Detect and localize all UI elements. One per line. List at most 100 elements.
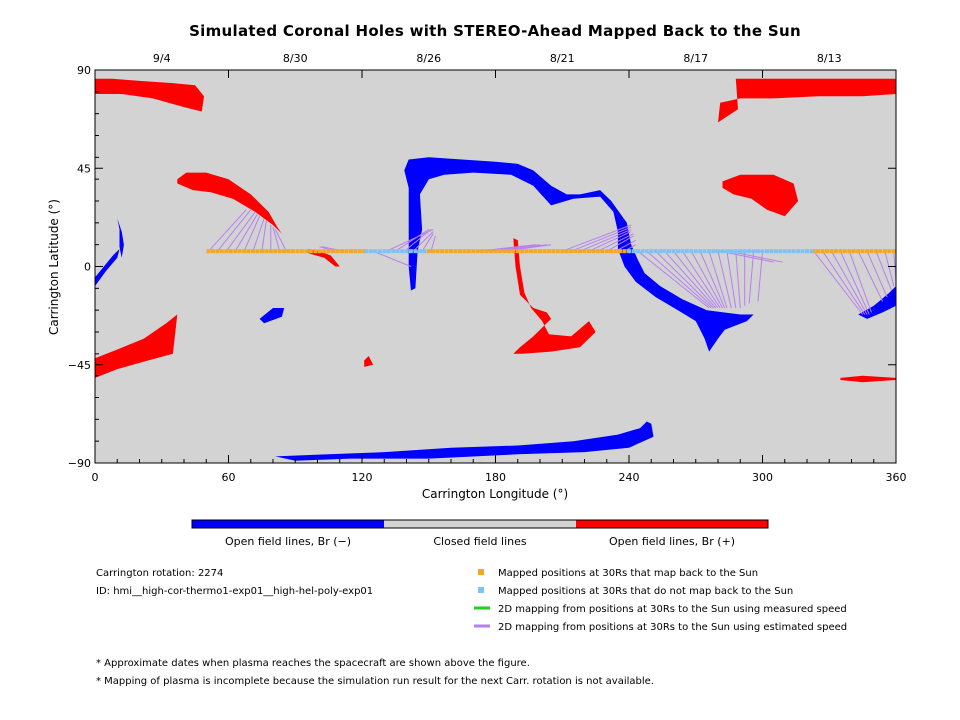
mapped-point-27: [322, 249, 327, 254]
mapping-line-57: [875, 251, 893, 291]
mapping-line-2: [217, 209, 252, 252]
mapped-point-23: [304, 249, 309, 254]
unmapped-point-146: [765, 249, 769, 254]
unmapped-point-127: [680, 249, 685, 254]
mapped-point-76: [600, 249, 605, 254]
mapping-line-38: [690, 250, 723, 309]
mapped-point-26: [317, 249, 322, 254]
mapped-point-34: [353, 249, 358, 254]
mapped-point-71: [578, 249, 582, 254]
mapped-point-14: [264, 249, 269, 254]
legend-label-measured: 2D mapping from positions at 30Rs to the…: [498, 604, 847, 615]
mapped-point-78: [609, 249, 614, 254]
unmapped-point-125: [671, 249, 676, 254]
coronal-hole-positive-7: [840, 375, 896, 383]
unmapped-point-126: [675, 249, 680, 254]
legend-marker-not-mapped: [478, 587, 484, 593]
mapped-point-63: [542, 249, 547, 254]
mapped-point-13: [259, 249, 264, 254]
y-tick-label--90: −90: [68, 457, 91, 470]
unmapped-point-145: [760, 249, 765, 254]
mapped-point-35: [357, 249, 362, 254]
mapped-point-98: [882, 249, 887, 254]
unmapped-point-103: [373, 249, 378, 254]
y-tick-label-45: 45: [77, 162, 91, 175]
mapping-line-25: [570, 226, 632, 252]
legend-label-estimated: 2D mapping from positions at 30Rs to the…: [498, 622, 847, 633]
mapping-line-33: [646, 250, 712, 309]
mapping-line-48: [720, 250, 774, 263]
mapped-point-66: [555, 249, 560, 254]
mapped-point-95: [869, 249, 874, 254]
mapping-line-37: [681, 250, 721, 309]
unmapped-point-118: [640, 249, 645, 254]
unmapped-point-142: [747, 249, 752, 254]
mapping-line-4: [234, 213, 258, 252]
unmapped-point-116: [631, 249, 636, 254]
unmapped-point-156: [809, 249, 814, 254]
mapped-point-5: [224, 249, 229, 254]
mapped-point-68: [564, 249, 569, 254]
carrington-rotation-text: Carrington rotation: 2274: [96, 568, 223, 579]
unmapped-point-113: [417, 249, 422, 254]
unmapped-point-114: [422, 249, 427, 254]
unmapped-point-154: [800, 249, 805, 254]
y-axis-ticks: −90 −45 0 45 90: [68, 64, 896, 470]
mapped-point-87: [833, 249, 838, 254]
y-tick-label-90: 90: [77, 64, 91, 77]
mapping-line-32: [637, 250, 710, 309]
unmapped-point-107: [391, 249, 396, 254]
mapping-line-16: [421, 233, 434, 252]
mapped-point-7: [233, 249, 238, 254]
mapping-line-40: [708, 251, 728, 309]
y-tick-label-0: 0: [84, 261, 91, 274]
coronal-hole-positive-2: [718, 78, 896, 123]
mapped-point-50: [484, 249, 489, 254]
coronal-hole-negative-11: [275, 421, 654, 461]
mapped-point-56: [511, 249, 516, 254]
mapped-point-40: [440, 249, 445, 254]
mapping-line-50: [813, 250, 863, 315]
mapped-point-49: [480, 249, 485, 254]
unmapped-point-152: [791, 249, 796, 254]
x-tick-label-60: 60: [222, 471, 236, 484]
mapping-line-42: [726, 251, 737, 309]
footnote-dates: * Approximate dates when plasma reaches …: [96, 658, 530, 669]
mapped-point-72: [582, 249, 587, 254]
unmapped-point-104: [377, 249, 382, 254]
unmapped-point-120: [649, 249, 654, 254]
unmapped-point-101: [364, 249, 369, 254]
mapping-line-19: [386, 228, 434, 252]
x-tick-label-240: 240: [619, 471, 640, 484]
mapped-point-11: [251, 249, 255, 254]
x-tick-label-0: 0: [92, 471, 99, 484]
colorbar-closed-segment: [384, 520, 576, 528]
mapped-point-59: [524, 249, 529, 254]
mapped-point-41: [444, 249, 449, 254]
unmapped-point-137: [724, 249, 729, 254]
mapped-point-88: [838, 249, 843, 254]
mapped-point-18: [282, 249, 287, 254]
date-label-4: 8/21: [550, 52, 575, 65]
chart-title: Simulated Coronal Holes with STEREO-Ahea…: [189, 22, 801, 40]
mapping-line-52: [831, 250, 868, 315]
coronal-hole-negative-10: [404, 157, 754, 352]
mapped-point-84: [820, 249, 825, 254]
mapping-line-41: [717, 251, 732, 309]
mapped-point-16: [273, 249, 278, 254]
unmapped-point-155: [805, 249, 809, 254]
mapped-point-91: [851, 249, 856, 254]
mapped-point-12: [255, 249, 260, 254]
mapping-line-39: [699, 251, 726, 309]
unmapped-point-141: [742, 249, 747, 254]
mapped-positions: [206, 249, 896, 254]
unmapped-point-138: [729, 249, 734, 254]
mapped-point-58: [520, 249, 525, 254]
date-label-6: 8/13: [817, 52, 842, 65]
mapped-point-67: [560, 249, 565, 254]
unmapped-point-143: [751, 249, 756, 254]
x-tick-label-180: 180: [485, 471, 506, 484]
unmapped-point-105: [382, 249, 387, 254]
mapped-point-85: [825, 249, 829, 254]
x-tick-label-300: 300: [752, 471, 773, 484]
